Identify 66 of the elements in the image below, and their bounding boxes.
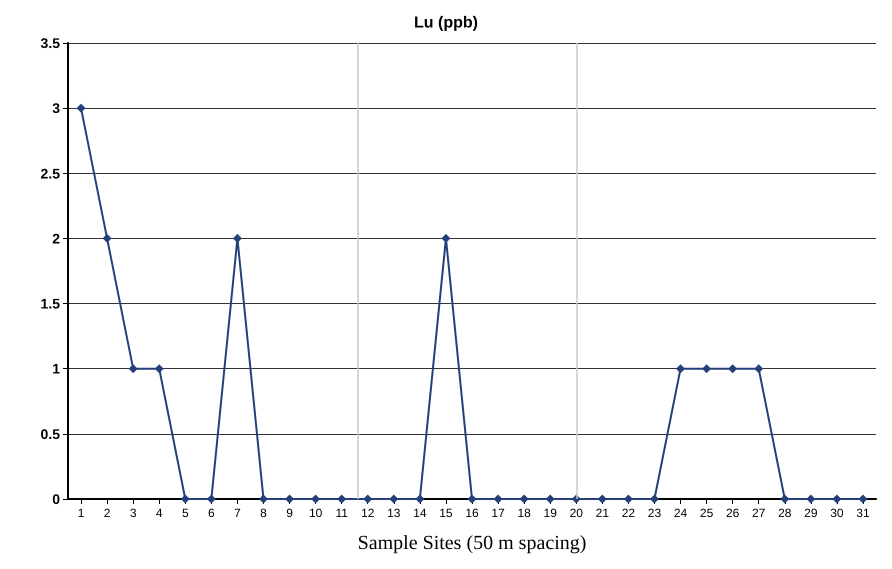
y-tick-label: 0.5	[40, 426, 60, 442]
x-tick-label: 27	[752, 506, 766, 520]
x-tick-label: 2	[104, 506, 111, 520]
x-tick-label: 4	[156, 506, 163, 520]
point	[441, 234, 450, 243]
point	[311, 494, 320, 504]
x-tick-label: 7	[234, 506, 242, 520]
x-tick-label: 10	[308, 506, 323, 520]
x-tick-label: 6	[208, 506, 216, 520]
point	[363, 494, 372, 504]
y-tick-label: 1	[52, 360, 60, 377]
x-tick-label: 14	[413, 506, 427, 520]
point	[520, 494, 529, 504]
x-tick-label: 13	[387, 506, 401, 520]
x-tick-label: 30	[830, 506, 844, 520]
point	[180, 494, 190, 504]
x-tick-label: 22	[622, 506, 636, 520]
x-tick-label: 3	[130, 506, 137, 520]
x-tick-label: 9	[286, 506, 294, 520]
point	[128, 364, 138, 374]
point	[624, 494, 633, 504]
point	[76, 104, 86, 113]
x-tick-label: 11	[335, 506, 348, 520]
x-tick-label: 1	[78, 506, 85, 520]
x-tick-label: 15	[439, 506, 453, 520]
point	[415, 494, 424, 504]
x-tick-label: 20	[570, 506, 584, 520]
x-tick-label: 17	[491, 506, 506, 520]
y-tick-label: 3.5	[40, 35, 60, 51]
x-tick-label: 8	[260, 506, 268, 520]
x-tick-label: 28	[778, 506, 792, 520]
point	[337, 494, 346, 504]
point	[546, 494, 555, 504]
point	[206, 494, 216, 504]
x-tick-label: 16	[465, 506, 479, 520]
point	[102, 234, 112, 243]
point	[598, 494, 607, 504]
x-tick-label: 12	[361, 506, 375, 520]
x-axis-title: Sample Sites (50 m spacing)	[358, 532, 586, 554]
y-tick-label: 1.5	[40, 296, 60, 312]
chart-title: Lu (ppb)	[414, 14, 478, 32]
x-tick-label: 25	[700, 506, 714, 520]
y-tick-label: 0	[52, 491, 60, 507]
y-tick-label: 2.5	[40, 165, 60, 182]
x-tick-label: 23	[648, 506, 662, 520]
x-tick-label: 29	[804, 506, 818, 520]
x-tick-label: 24	[674, 506, 688, 520]
point	[780, 494, 790, 504]
point	[154, 364, 164, 374]
point	[702, 364, 712, 374]
x-tick-label: 21	[596, 506, 610, 520]
point	[389, 494, 398, 504]
point	[806, 494, 816, 504]
point	[728, 364, 738, 374]
point	[754, 364, 764, 374]
point	[676, 364, 686, 374]
x-tick-label: 18	[517, 506, 532, 520]
point	[468, 494, 476, 504]
y-tick-label: 3	[52, 100, 60, 116]
x-tick-label: 5	[182, 506, 189, 520]
point	[258, 494, 268, 504]
x-tick-label: 26	[726, 506, 740, 520]
x-tick-label: 19	[544, 506, 558, 520]
point	[232, 234, 242, 243]
y-tick-label: 2	[52, 230, 60, 246]
x-tick-label: 31	[856, 506, 870, 520]
